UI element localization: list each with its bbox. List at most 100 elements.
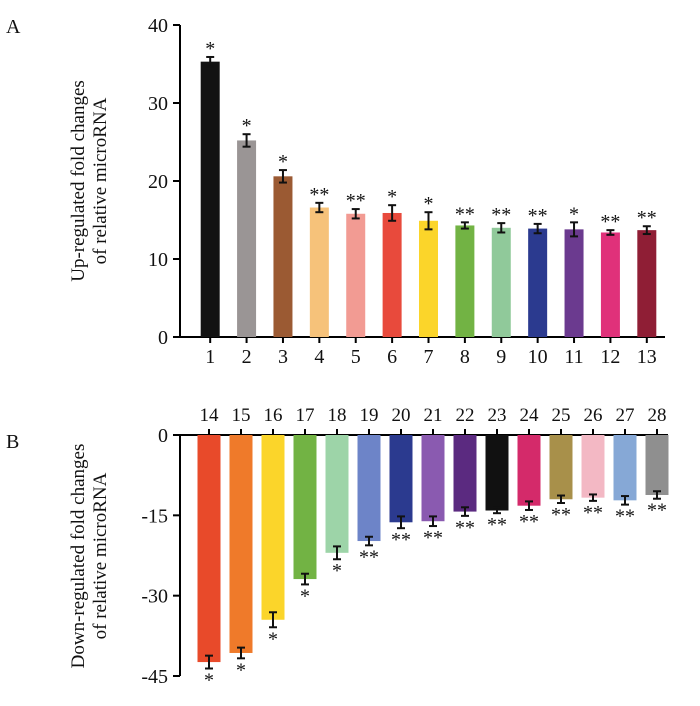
bar-b [645,435,669,495]
x-tick-label-a: 5 [351,346,361,368]
y-axis-title-line: Up-regulated fold changes [68,80,89,282]
bar-b [613,435,637,501]
significance-label-a: * [424,193,434,215]
significance-label-b: ** [487,514,507,536]
significance-label-a: ** [528,205,548,227]
bar-a [491,227,511,337]
x-tick-label-b: 16 [264,405,283,426]
bar-b [357,435,381,542]
significance-label-b: ** [455,517,475,539]
bar-a [528,228,548,337]
significance-label-b: * [332,560,342,582]
panel-b: B Down-regulated fold changesof relative … [6,405,669,692]
x-tick-label-a: 11 [564,346,583,368]
x-tick-label-b: 27 [616,405,635,426]
significance-label-b: ** [647,500,667,522]
bar-a [600,232,620,337]
bar-b [421,435,445,522]
x-tick-label-a: 3 [278,346,288,368]
y-axis-title-b: Down-regulated fold changesof relative m… [68,444,111,669]
y-tick-label-a: 30 [148,93,168,115]
significance-label-a: ** [346,190,366,212]
significance-label-a: * [242,115,252,137]
significance-label-a: * [387,186,397,208]
bar-b [197,435,221,663]
x-tick-label-a: 9 [496,346,506,368]
x-tick-label-a: 4 [314,346,324,368]
bar-a [237,140,257,337]
significance-label-a: ** [491,204,511,226]
y-tick-label-b: 0 [158,425,168,447]
y-tick-label-b: -30 [141,586,168,608]
bar-b [293,435,317,580]
bar-b [517,435,541,506]
y-tick-label-b: -15 [141,505,168,527]
panel-label-a: A [6,16,21,38]
x-tick-label-b: 14 [200,405,220,426]
y-axis-title-line: of relative microRNA [90,97,111,264]
significance-label-b: ** [423,527,443,549]
x-tick-label-a: 6 [387,346,397,368]
bar-a [200,61,220,337]
x-tick-label-b: 18 [328,405,347,426]
bar-b [485,435,509,511]
bar-a [419,220,438,337]
bar-b [453,435,477,512]
bar-a [273,176,293,337]
significance-label-b: ** [359,546,379,568]
x-tick-label-b: 22 [456,405,475,426]
x-tick-label-b: 20 [392,405,411,426]
bar-a [637,230,657,337]
y-tick-label-b: -45 [141,666,168,688]
significance-label-a: ** [309,184,329,206]
significance-label-b: ** [615,506,635,528]
x-tick-label-b: 24 [520,405,540,426]
y-tick-label-a: 10 [148,249,168,271]
bar-b [325,435,349,553]
bar-a [564,229,584,337]
bar-a [382,212,402,337]
x-tick-label-a: 13 [637,346,657,368]
x-tick-label-b: 19 [360,405,379,426]
significance-label-b: ** [551,504,571,526]
x-tick-label-a: 2 [242,346,252,368]
x-tick-label-b: 28 [648,405,667,426]
significance-label-a: * [278,151,288,173]
x-tick-label-b: 23 [488,405,507,426]
significance-label-b: ** [391,529,411,551]
bar-a [455,225,475,337]
bar-b [261,435,285,620]
significance-label-b: * [204,670,214,692]
bar-b [549,435,573,500]
y-axis-title-line: of relative microRNA [90,472,111,639]
significance-label-b: ** [519,511,539,533]
bar-a [346,213,366,337]
panel-label-b: B [6,431,19,453]
significance-label-a: ** [600,211,620,233]
y-tick-label-a: 20 [148,171,168,193]
bar-b [229,435,253,653]
x-tick-label-a: 8 [460,346,470,368]
x-tick-label-a: 10 [528,346,548,368]
bar-a [309,207,329,337]
x-tick-label-a: 1 [205,346,215,368]
significance-label-a: * [205,38,215,60]
panel-a: A Up-regulated fold changesof relative mi… [6,15,665,368]
significance-label-b: * [300,585,310,607]
bar-b [389,435,413,523]
y-tick-label-a: 40 [148,15,168,37]
x-tick-label-b: 21 [424,405,443,426]
x-tick-label-b: 17 [296,405,315,426]
x-tick-label-a: 12 [600,346,620,368]
x-tick-label-b: 15 [232,405,251,426]
significance-label-a: * [569,203,579,225]
y-axis-title-line: Down-regulated fold changes [68,444,89,669]
significance-label-b: * [236,659,246,681]
x-tick-label-b: 25 [552,405,571,426]
significance-label-b: * [268,628,278,650]
significance-label-a: ** [637,207,657,229]
x-tick-label-b: 26 [584,405,603,426]
y-axis-title-a: Up-regulated fold changesof relative mic… [68,80,111,282]
bar-b [581,435,605,498]
